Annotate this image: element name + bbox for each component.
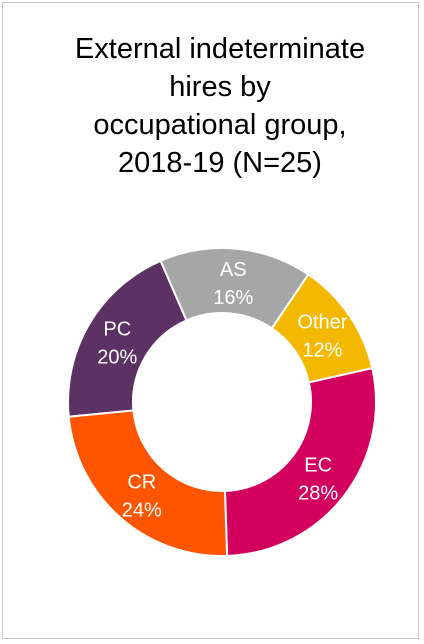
donut-slice-cr xyxy=(67,409,229,557)
chart-title-line: External indeterminate xyxy=(74,33,366,65)
chart-title-line: hires by xyxy=(169,71,271,103)
slice-category-label: AS xyxy=(220,259,247,281)
slice-category-label: PC xyxy=(103,318,131,340)
slice-category-label: CR xyxy=(127,471,156,493)
slice-category-label: EC xyxy=(304,454,332,476)
slice-category-label: Other xyxy=(297,312,347,334)
chart-title-line: occupational group, xyxy=(93,109,347,141)
donut-slice-ec xyxy=(223,366,377,557)
chart-title-line: 2018-19 (N=25) xyxy=(118,147,322,179)
chart-title: External indeterminate hires by occupati… xyxy=(40,30,400,182)
slice-value-label: 24% xyxy=(122,499,162,521)
slice-value-label: 28% xyxy=(298,482,338,504)
slice-value-label: 16% xyxy=(213,287,253,309)
slice-value-label: 20% xyxy=(97,346,137,368)
slice-value-label: 12% xyxy=(302,340,342,362)
